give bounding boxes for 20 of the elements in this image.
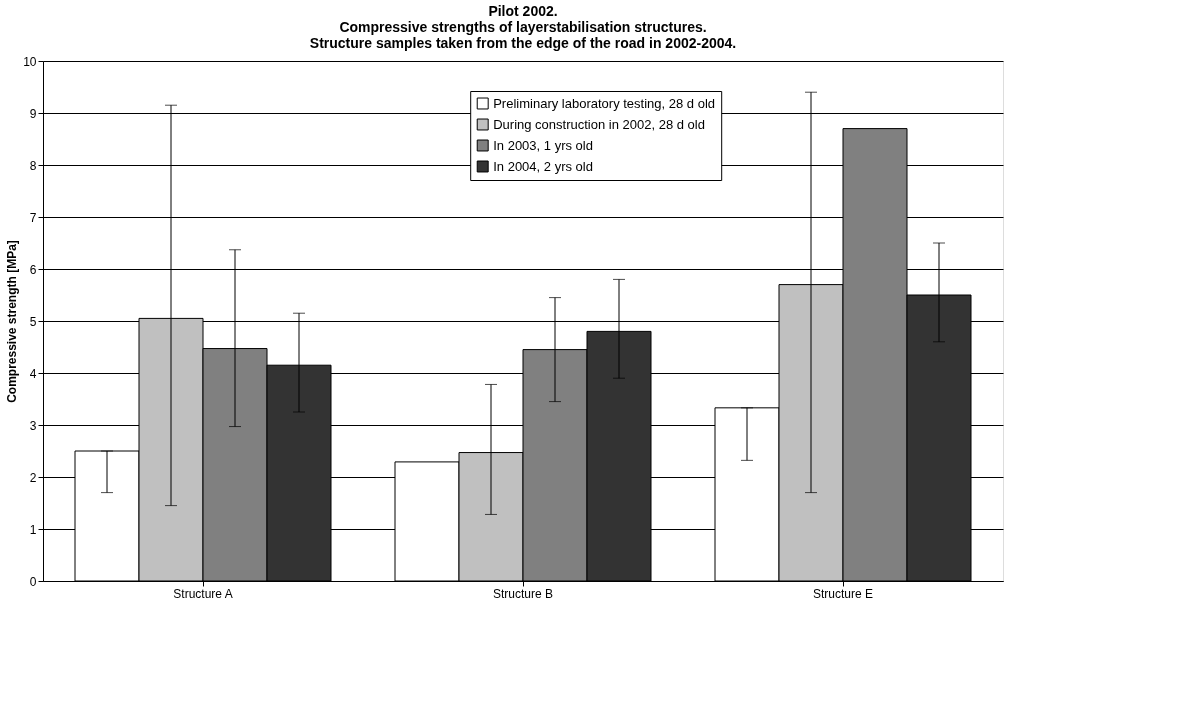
y-tick-label: 5	[29, 314, 37, 329]
y-tick-label: 0	[29, 574, 37, 589]
y-tick-label: 2	[29, 470, 37, 485]
y-tick-label: 7	[29, 210, 37, 225]
y-tick-label: 6	[29, 262, 37, 277]
legend-label: During construction in 2002, 28 d old	[493, 116, 705, 132]
x-tick-label: Structure B	[492, 586, 554, 601]
y-tick-label: 9	[29, 106, 37, 121]
y-tick-label: 10	[23, 54, 37, 69]
y-tick-label: 4	[29, 366, 37, 381]
x-tick-label: Structure E	[812, 586, 874, 601]
y-tick-label: 8	[29, 158, 37, 173]
chart-title: Pilot 2002. Compressive strengths of layerstabilisation structures. Structure samples taken from the edge of the road in 2002-2004.	[309, 3, 737, 51]
legend-label: Preliminary laboratory testing, 28 d old	[493, 95, 716, 111]
legend-label: In 2004, 2 yrs old	[493, 158, 593, 174]
x-tick-label: Structure A	[173, 586, 233, 601]
y-axis-title: Compressive strength [MPa]	[5, 240, 20, 403]
y-tick-label: 3	[29, 418, 37, 433]
legend-label: In 2003, 1 yrs old	[493, 137, 593, 153]
y-tick-label: 1	[29, 522, 37, 537]
